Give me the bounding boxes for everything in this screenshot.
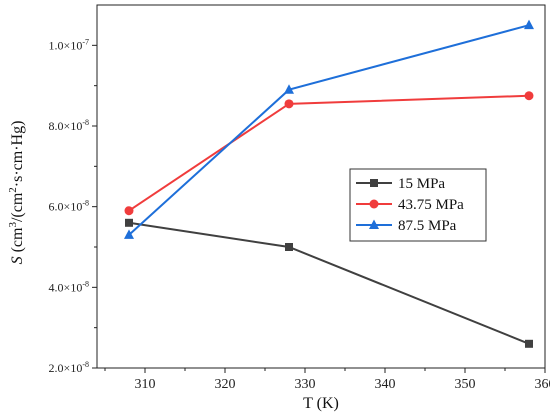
x-axis-title: T (K) [303, 395, 339, 412]
legend: 15 MPa 43.75 MPa 87.5 MPa [349, 168, 487, 242]
data-point [124, 206, 134, 216]
x-tick-label: 340 [375, 377, 396, 392]
x-tick-label: 360 [535, 377, 550, 392]
y-axis-symbol: S [9, 256, 26, 264]
data-point [524, 91, 534, 101]
legend-label: 87.5 MPa [398, 218, 457, 234]
x-tick-label: 320 [215, 377, 236, 392]
data-point [525, 339, 533, 348]
data-point [284, 99, 294, 109]
legend-marker [370, 179, 378, 187]
series-1 [124, 91, 534, 216]
series-2 [124, 19, 534, 239]
y-tick-label: 2.0×10-8 [49, 360, 89, 375]
legend-marker [369, 219, 379, 229]
axis-ticks: 310 320 330 340 350 360 2.0×10-8 4.0×10-8 6.0×10… [49, 37, 550, 392]
data-point [285, 243, 293, 251]
plot-frame [96, 4, 546, 369]
data-point [524, 19, 534, 30]
y-tick-label: 6.0×10-8 [49, 199, 89, 214]
x-tick-label: 310 [135, 377, 156, 392]
data-point [284, 84, 294, 94]
data-point [125, 218, 133, 227]
legend-label: 43.75 MPa [398, 197, 464, 213]
plot-axes [96, 4, 546, 369]
legend-label: 15 MPa [398, 176, 445, 192]
y-axis-title: S (cm3/(cm2·s·cm·Hg) [7, 121, 26, 265]
x-tick-label: 350 [455, 377, 476, 392]
x-tick-label: 330 [295, 377, 316, 392]
series-layer [124, 19, 534, 348]
y-tick-label: 8.0×10-8 [49, 118, 89, 133]
y-tick-label: 4.0×10-8 [49, 279, 89, 294]
data-point [124, 229, 134, 239]
y-tick-label: 1.0×10-7 [49, 37, 89, 52]
legend-marker [369, 199, 379, 209]
series-0 [125, 218, 533, 348]
